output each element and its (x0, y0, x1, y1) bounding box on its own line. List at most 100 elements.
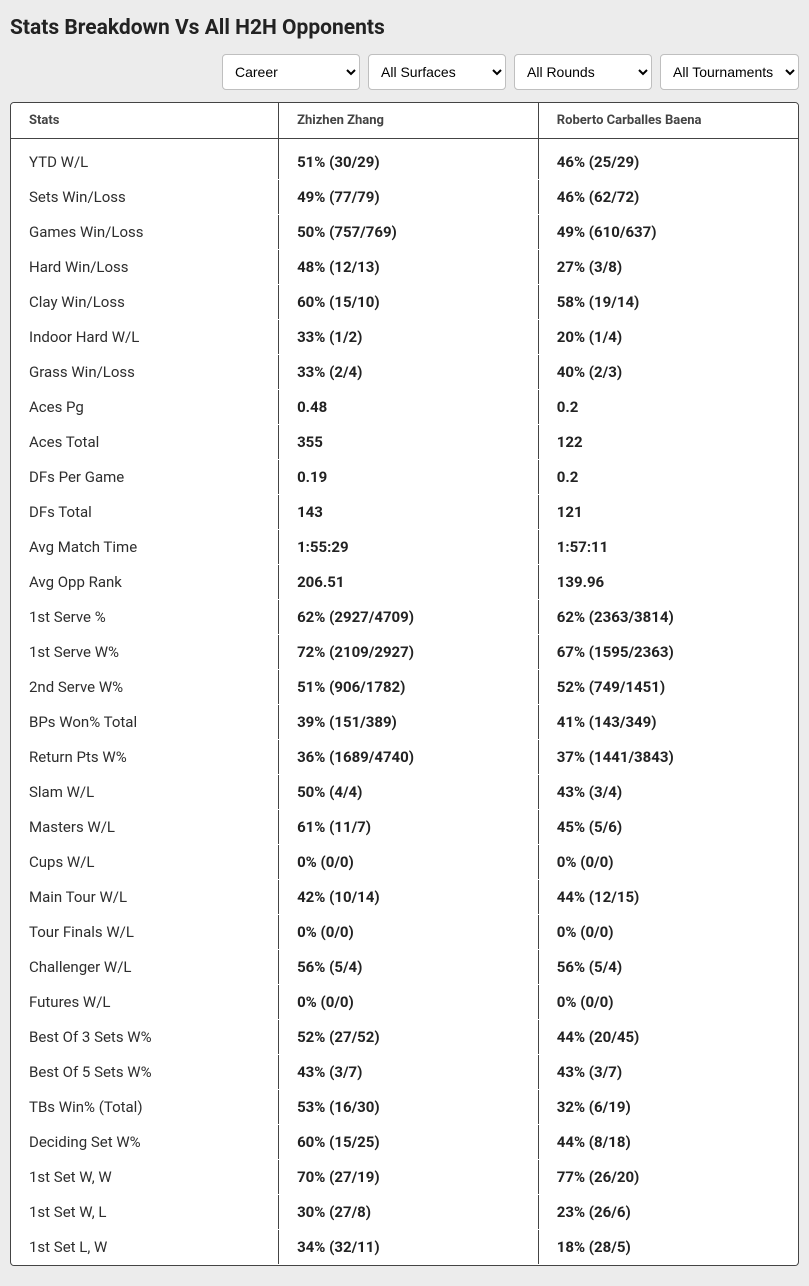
table-row: 1st Set W, L30% (27/8)23% (26/6) (11, 1195, 798, 1230)
stat-value-player2: 0% (0/0) (538, 985, 798, 1020)
stat-label: Return Pts W% (11, 740, 279, 775)
stat-value-player1: 143 (279, 495, 539, 530)
stat-value-player2: 121 (538, 495, 798, 530)
stat-value-player1: 0.48 (279, 390, 539, 425)
table-row: Grass Win/Loss33% (2/4)40% (2/3) (11, 355, 798, 390)
stat-label: Slam W/L (11, 775, 279, 810)
stat-value-player2: 44% (20/45) (538, 1020, 798, 1055)
stat-label: YTD W/L (11, 139, 279, 180)
stat-value-player1: 51% (30/29) (279, 139, 539, 180)
stat-label: Tour Finals W/L (11, 915, 279, 950)
stat-value-player2: 32% (6/19) (538, 1090, 798, 1125)
stat-label: Best Of 3 Sets W% (11, 1020, 279, 1055)
stat-value-player1: 33% (1/2) (279, 320, 539, 355)
stat-value-player1: 0% (0/0) (279, 915, 539, 950)
stat-value-player2: 43% (3/4) (538, 775, 798, 810)
stat-value-player1: 33% (2/4) (279, 355, 539, 390)
stat-value-player1: 72% (2109/2927) (279, 635, 539, 670)
table-row: BPs Won% Total39% (151/389)41% (143/349) (11, 705, 798, 740)
col-header-player2: Roberto Carballes Baena (538, 103, 798, 139)
table-row: 1st Serve W%72% (2109/2927)67% (1595/236… (11, 635, 798, 670)
stat-value-player1: 36% (1689/4740) (279, 740, 539, 775)
stat-label: Indoor Hard W/L (11, 320, 279, 355)
table-row: 1st Set L, W34% (32/11)18% (28/5) (11, 1230, 798, 1265)
stat-label: BPs Won% Total (11, 705, 279, 740)
table-row: DFs Per Game0.190.2 (11, 460, 798, 495)
table-row: Slam W/L50% (4/4)43% (3/4) (11, 775, 798, 810)
stat-value-player2: 44% (12/15) (538, 880, 798, 915)
stat-value-player2: 0.2 (538, 460, 798, 495)
stat-value-player1: 61% (11/7) (279, 810, 539, 845)
stat-value-player2: 20% (1/4) (538, 320, 798, 355)
stat-value-player1: 48% (12/13) (279, 250, 539, 285)
stat-value-player1: 42% (10/14) (279, 880, 539, 915)
stat-value-player2: 27% (3/8) (538, 250, 798, 285)
table-row: Hard Win/Loss48% (12/13)27% (3/8) (11, 250, 798, 285)
stat-label: TBs Win% (Total) (11, 1090, 279, 1125)
table-row: Deciding Set W%60% (15/25)44% (8/18) (11, 1125, 798, 1160)
period-select[interactable]: Career (222, 54, 360, 90)
stat-label: Main Tour W/L (11, 880, 279, 915)
table-row: 1st Serve %62% (2927/4709)62% (2363/3814… (11, 600, 798, 635)
stat-label: Clay Win/Loss (11, 285, 279, 320)
table-row: TBs Win% (Total)53% (16/30)32% (6/19) (11, 1090, 798, 1125)
stat-label: Aces Total (11, 425, 279, 460)
stat-label: Best Of 5 Sets W% (11, 1055, 279, 1090)
stat-value-player1: 56% (5/4) (279, 950, 539, 985)
stat-value-player1: 51% (906/1782) (279, 670, 539, 705)
stat-value-player2: 62% (2363/3814) (538, 600, 798, 635)
stat-label: DFs Per Game (11, 460, 279, 495)
table-row: Return Pts W%36% (1689/4740)37% (1441/38… (11, 740, 798, 775)
stat-value-player1: 1:55:29 (279, 530, 539, 565)
stat-label: Grass Win/Loss (11, 355, 279, 390)
round-select[interactable]: All Rounds (514, 54, 652, 90)
stats-table-container: Stats Zhizhen Zhang Roberto Carballes Ba… (10, 102, 799, 1266)
stat-label: Games Win/Loss (11, 215, 279, 250)
stat-value-player2: 56% (5/4) (538, 950, 798, 985)
stat-label: Futures W/L (11, 985, 279, 1020)
filters-bar: Career All Surfaces All Rounds All Tourn… (10, 54, 799, 90)
table-row: 1st Set W, W70% (27/19)77% (26/20) (11, 1160, 798, 1195)
stat-value-player2: 58% (19/14) (538, 285, 798, 320)
stat-value-player1: 60% (15/25) (279, 1125, 539, 1160)
tournament-select[interactable]: All Tournaments (660, 54, 799, 90)
table-row: Games Win/Loss50% (757/769)49% (610/637) (11, 215, 798, 250)
table-row: Masters W/L61% (11/7)45% (5/6) (11, 810, 798, 845)
table-row: Aces Pg0.480.2 (11, 390, 798, 425)
stat-label: Deciding Set W% (11, 1125, 279, 1160)
table-row: Best Of 3 Sets W%52% (27/52)44% (20/45) (11, 1020, 798, 1055)
stat-value-player1: 62% (2927/4709) (279, 600, 539, 635)
stat-value-player2: 139.96 (538, 565, 798, 600)
stat-value-player2: 0% (0/0) (538, 845, 798, 880)
stat-label: 1st Set W, W (11, 1160, 279, 1195)
stat-value-player2: 77% (26/20) (538, 1160, 798, 1195)
stat-value-player2: 41% (143/349) (538, 705, 798, 740)
stat-value-player1: 60% (15/10) (279, 285, 539, 320)
stat-value-player2: 67% (1595/2363) (538, 635, 798, 670)
table-row: Avg Opp Rank206.51139.96 (11, 565, 798, 600)
surface-select[interactable]: All Surfaces (368, 54, 506, 90)
stat-label: 1st Serve % (11, 600, 279, 635)
page-title: Stats Breakdown Vs All H2H Opponents (10, 16, 799, 40)
table-row: Cups W/L0% (0/0)0% (0/0) (11, 845, 798, 880)
col-header-stats: Stats (11, 103, 279, 139)
stat-value-player2: 18% (28/5) (538, 1230, 798, 1265)
table-row: Avg Match Time1:55:291:57:11 (11, 530, 798, 565)
table-row: Indoor Hard W/L33% (1/2)20% (1/4) (11, 320, 798, 355)
table-row: Futures W/L0% (0/0)0% (0/0) (11, 985, 798, 1020)
stat-value-player1: 206.51 (279, 565, 539, 600)
stats-table: Stats Zhizhen Zhang Roberto Carballes Ba… (11, 103, 798, 1265)
stat-value-player1: 34% (32/11) (279, 1230, 539, 1265)
stat-value-player2: 37% (1441/3843) (538, 740, 798, 775)
table-row: Tour Finals W/L0% (0/0)0% (0/0) (11, 915, 798, 950)
table-row: Best Of 5 Sets W%43% (3/7)43% (3/7) (11, 1055, 798, 1090)
stat-label: Hard Win/Loss (11, 250, 279, 285)
stat-value-player1: 355 (279, 425, 539, 460)
stat-label: Cups W/L (11, 845, 279, 880)
stat-value-player1: 39% (151/389) (279, 705, 539, 740)
stat-value-player2: 46% (25/29) (538, 139, 798, 180)
stat-value-player2: 49% (610/637) (538, 215, 798, 250)
stat-label: Challenger W/L (11, 950, 279, 985)
stat-value-player1: 50% (757/769) (279, 215, 539, 250)
stat-value-player2: 43% (3/7) (538, 1055, 798, 1090)
